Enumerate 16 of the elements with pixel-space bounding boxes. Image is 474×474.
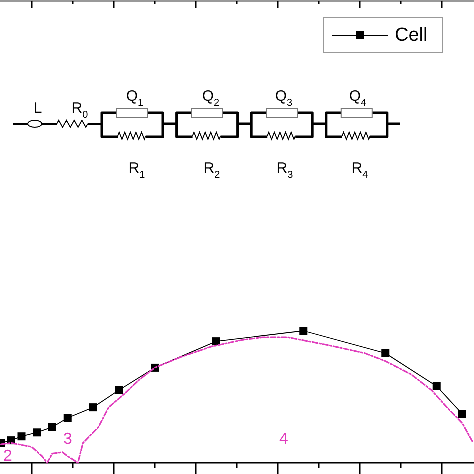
legend-label: Cell bbox=[395, 25, 428, 46]
point bbox=[300, 327, 308, 335]
point bbox=[18, 432, 26, 441]
point bbox=[115, 386, 124, 394]
point bbox=[33, 428, 42, 437]
circuit-drawing: L R$_{0}$ Q$_{1}$ R$_{1}$ Q$_{2}$ R$_{2}$ Q$_{3}$ R$_{3}$ Q$_{4}$ R$_{4}$ bbox=[12, 88, 400, 181]
point bbox=[432, 382, 441, 390]
annotation: 3 bbox=[64, 431, 73, 448]
point bbox=[458, 410, 466, 418]
annotation: 4 bbox=[280, 431, 289, 448]
point bbox=[212, 338, 220, 346]
point bbox=[382, 349, 390, 358]
point bbox=[64, 414, 72, 422]
point bbox=[48, 423, 56, 432]
annotation: 2 bbox=[4, 448, 13, 466]
point bbox=[90, 404, 98, 412]
